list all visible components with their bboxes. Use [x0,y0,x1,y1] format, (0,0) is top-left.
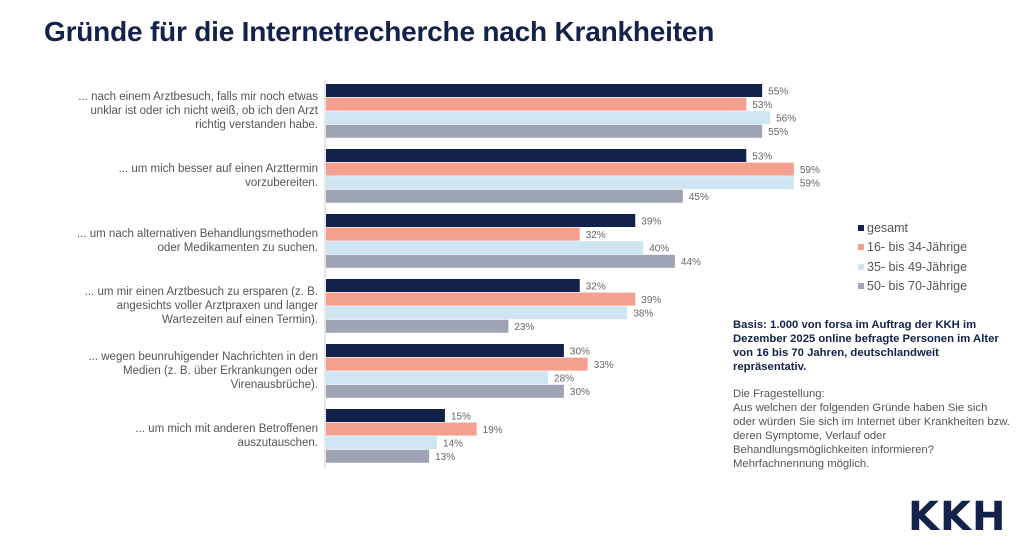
data-label: 45% [689,192,709,203]
bar [326,189,683,203]
data-label: 39% [641,295,661,306]
data-label: 32% [586,281,606,292]
data-label: 14% [443,439,463,450]
question-note: Die Fragestellung: Aus welchen der folge… [733,387,1013,471]
data-label: 53% [752,100,772,111]
bar [326,254,675,268]
data-label: 59% [800,165,820,176]
bar [326,241,644,255]
bar [326,97,747,111]
data-label: 13% [435,452,455,463]
bar [326,292,636,306]
kkh-logo: KKH [908,494,1007,540]
bar [326,162,794,176]
question-label: Die Fragestellung: [733,388,825,400]
legend-label: 50- bis 70-Jährige [867,279,968,294]
bar [326,111,771,125]
bar [326,279,580,292]
data-label: 44% [681,257,701,268]
bar [326,84,763,97]
data-label: 39% [641,216,661,227]
data-label: 53% [752,151,772,162]
bar [326,176,794,190]
data-label: 33% [594,360,614,371]
basis-note: Basis: 1.000 von forsa im Auftrag der KK… [733,319,999,373]
bar [326,436,438,450]
legend-swatch [858,224,864,231]
category-label: ... um mich besser auf einen Arzttermin v… [118,163,318,190]
data-label: 56% [776,114,796,125]
bar [326,306,628,320]
data-label: 59% [800,179,820,190]
bar [326,214,636,227]
data-label: 19% [483,425,503,436]
question-text: Aus welchen der folgenden Gründe haben S… [733,402,1010,470]
bar [326,124,763,138]
category-label: ... um mich mit anderen Betroffenen auszu… [135,423,318,450]
legend-label: 16- bis 34-Jährige [867,240,968,255]
category-label: ... um mir einen Arztbesuch zu ersparen … [84,286,318,327]
bar [326,357,588,371]
chart-title: Gründe für die Internetrecherche nach Kr… [44,16,715,47]
bar [326,384,564,398]
legend-label: gesamt [867,220,908,235]
legend-swatch [858,283,864,290]
legend-item: gesamt [858,218,967,238]
bar [326,449,430,463]
data-label: 38% [633,309,653,320]
data-label: 32% [586,230,606,241]
data-label: 30% [570,387,590,398]
legend-item: 50- bis 70-Jährige [858,277,967,297]
bar [326,422,477,436]
data-label: 30% [570,346,590,357]
bar [326,371,549,385]
legend-item: 35- bis 49-Jährige [858,257,967,277]
legend-label: 35- bis 49-Jährige [867,259,968,274]
legend: gesamt 16- bis 34-Jährige 35- bis 49-Jähri… [858,218,967,296]
legend-swatch [858,263,864,270]
data-label: 55% [768,127,788,138]
legend-swatch [858,244,864,251]
bar [326,344,564,357]
bar [326,149,747,162]
bar [326,319,509,333]
data-label: 40% [649,244,669,255]
legend-item: 16- bis 34-Jährige [858,238,967,258]
data-label: 15% [451,411,471,422]
data-label: 23% [514,322,534,333]
category-label: ... nach einem Arztbesuch, falls mir noc… [78,91,318,132]
category-label: ... um nach alternativen Behandlungsmeth… [76,228,318,255]
category-label: ... wegen beunruhigender Nachrichten in … [88,351,318,392]
bar [326,227,580,241]
data-label: 55% [768,86,788,97]
bar [326,409,445,422]
data-label: 28% [554,374,574,385]
